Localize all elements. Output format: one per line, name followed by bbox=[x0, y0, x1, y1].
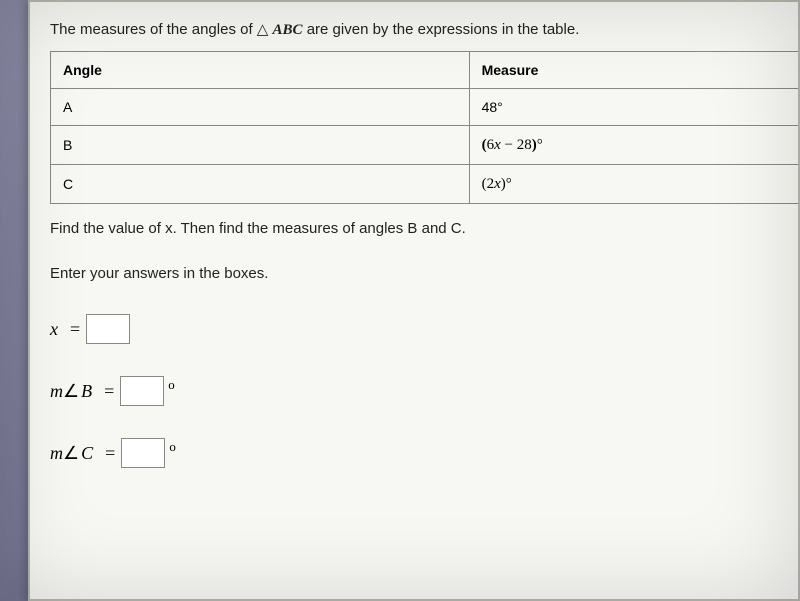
angle-b-letter: B bbox=[81, 381, 92, 402]
deg-b: o bbox=[168, 377, 175, 393]
cell-angle-a: A bbox=[51, 89, 470, 126]
cell-angle-c: C bbox=[51, 165, 470, 204]
cell-angle-b: B bbox=[51, 126, 470, 165]
deg-c: o bbox=[169, 439, 176, 455]
angle-c-letter: C bbox=[81, 443, 93, 464]
m-prefix-b: m bbox=[50, 381, 63, 402]
angle-symbol-b: ∠ bbox=[63, 381, 79, 402]
angle-b-input[interactable] bbox=[120, 376, 164, 406]
intro-prefix: The measures of the angles of bbox=[50, 21, 257, 38]
intro-suffix: are given by the expressions in the tabl… bbox=[307, 21, 580, 38]
table-header-row: Angle Measure bbox=[51, 52, 799, 89]
table-row: C (2x)° bbox=[51, 165, 799, 204]
answer-row-b: m ∠ B = o bbox=[50, 376, 798, 406]
b-equals: = bbox=[104, 381, 114, 402]
problem-statement: The measures of the angles of △ ABC are … bbox=[50, 20, 798, 39]
x-equals: = bbox=[70, 319, 80, 340]
cell-measure-a: 48° bbox=[469, 89, 798, 126]
cell-measure-b: (6x − 28)° bbox=[469, 126, 798, 165]
enter-instruction: Enter your answers in the boxes. bbox=[50, 265, 798, 282]
problem-panel: The measures of the angles of △ ABC are … bbox=[28, 0, 800, 601]
header-measure: Measure bbox=[469, 52, 798, 89]
angle-symbol-c: ∠ bbox=[63, 443, 79, 464]
c-equals: = bbox=[105, 443, 115, 464]
table-row: B (6x − 28)° bbox=[51, 126, 799, 165]
header-angle: Angle bbox=[51, 52, 470, 89]
answer-row-x: x = bbox=[50, 314, 798, 344]
angle-c-input[interactable] bbox=[121, 438, 165, 468]
instruction-text: Find the value of x. Then find the measu… bbox=[50, 220, 798, 237]
triangle-name: ABC bbox=[273, 22, 303, 38]
triangle-symbol: △ bbox=[257, 22, 269, 38]
x-input[interactable] bbox=[86, 314, 130, 344]
answer-row-c: m ∠ C = o bbox=[50, 438, 798, 468]
angle-table: Angle Measure A 48° B (6x − 28)° C (2x)° bbox=[50, 51, 798, 204]
table-row: A 48° bbox=[51, 89, 799, 126]
x-label: x bbox=[50, 319, 58, 340]
m-prefix-c: m bbox=[50, 443, 63, 464]
cell-measure-c: (2x)° bbox=[469, 165, 798, 204]
